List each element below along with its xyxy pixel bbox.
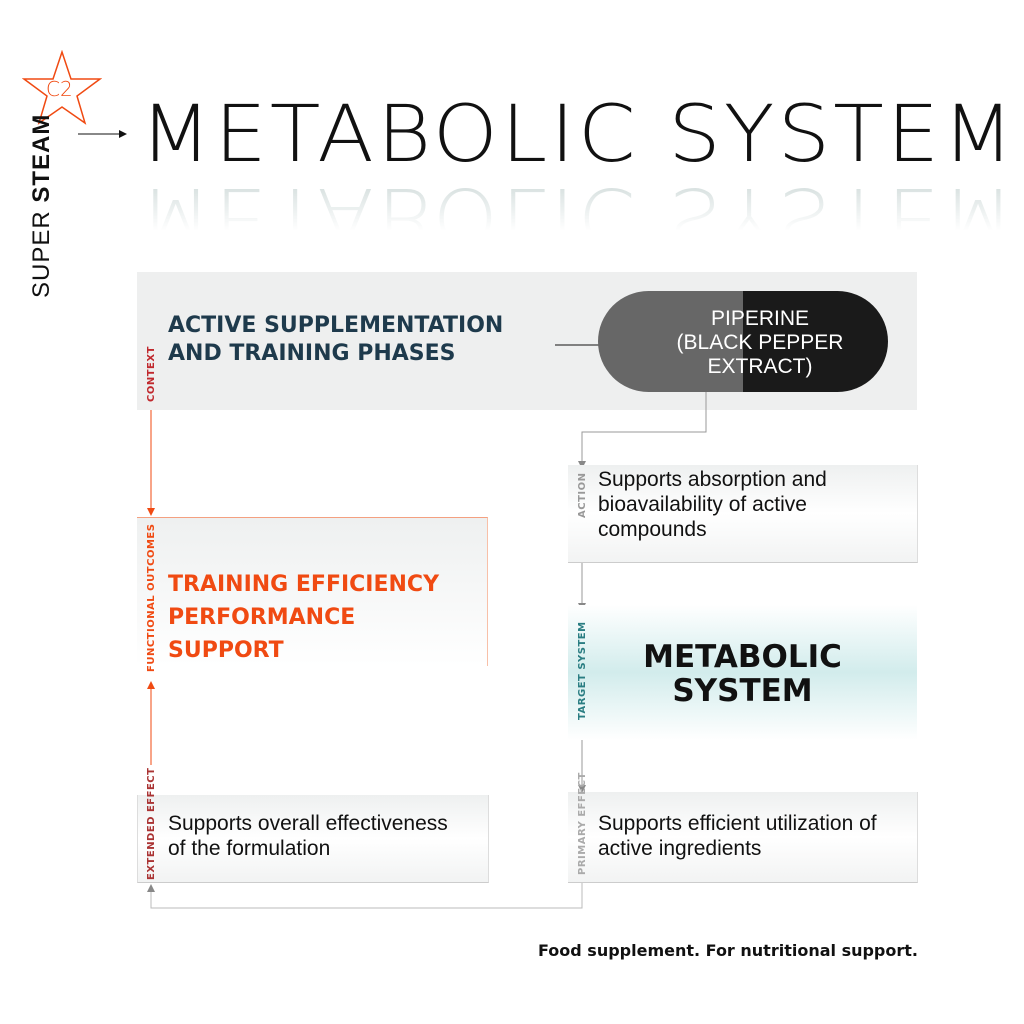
context-text: ACTIVE SUPPLEMENTATION AND TRAINING PHAS… (168, 312, 503, 368)
functional-line: PERFORMANCE (168, 605, 356, 630)
target-box (568, 605, 917, 740)
extended-line: Supports overall effectiveness (168, 812, 448, 835)
brand-wordmark: SUPER STEAM (28, 114, 56, 298)
context-line: ACTIVE SUPPLEMENTATION (168, 313, 504, 338)
primary-line: active ingredients (598, 837, 762, 860)
action-line: Supports absorption and (598, 468, 827, 491)
title-reflection: METABOLIC SYSTEM (140, 170, 1017, 260)
target-text: METABOLIC SYSTEM (568, 640, 917, 708)
functional-label: FUNCTIONAL OUTCOMES (146, 523, 157, 672)
primary-line: Supports efficient utilization of (598, 812, 877, 835)
star-icon (21, 49, 103, 125)
ingredient-line: (BLACK PEPPER (676, 331, 844, 354)
functional-line: TRAINING EFFICIENCY (168, 572, 440, 597)
ingredient-line: EXTRACT) (707, 355, 813, 378)
action-text: Supports absorption and bioavailability … (598, 467, 827, 542)
primary-box (568, 792, 918, 883)
primary-text: Supports efficient utilization of active… (598, 811, 877, 861)
target-line: SYSTEM (672, 673, 813, 709)
extended-box (137, 795, 489, 883)
brand-steam: STEAM (28, 113, 55, 203)
extended-label: EXTENDED EFFECT (146, 767, 157, 880)
target-line: METABOLIC (643, 639, 842, 675)
extended-line: of the formulation (168, 837, 331, 860)
ingredient-line: PIPERINE (710, 307, 810, 330)
brand-badge: C2 (21, 49, 103, 126)
context-line: AND TRAINING PHASES (168, 341, 456, 366)
badge-text: C2 (46, 77, 73, 101)
context-label: CONTEXT (146, 346, 157, 402)
ingredient-pill: PIPERINE (BLACK PEPPER EXTRACT) (598, 291, 888, 392)
action-label: ACTION (577, 472, 588, 519)
functional-box (137, 517, 488, 666)
action-box (568, 465, 918, 563)
footer-disclaimer: Food supplement. For nutritional support… (538, 941, 918, 960)
functional-text: TRAINING EFFICIENCY PERFORMANCE SUPPORT (168, 568, 439, 667)
page-title: METABOLIC SYSTEM (140, 90, 1017, 180)
action-line: bioavailability of active (598, 493, 807, 516)
primary-label: PRIMARY EFFECT (577, 772, 588, 875)
extended-text: Supports overall effectiveness of the fo… (168, 811, 448, 861)
brand-super: SUPER (28, 210, 55, 298)
functional-line: SUPPORT (168, 638, 284, 663)
action-line: compounds (598, 518, 707, 541)
